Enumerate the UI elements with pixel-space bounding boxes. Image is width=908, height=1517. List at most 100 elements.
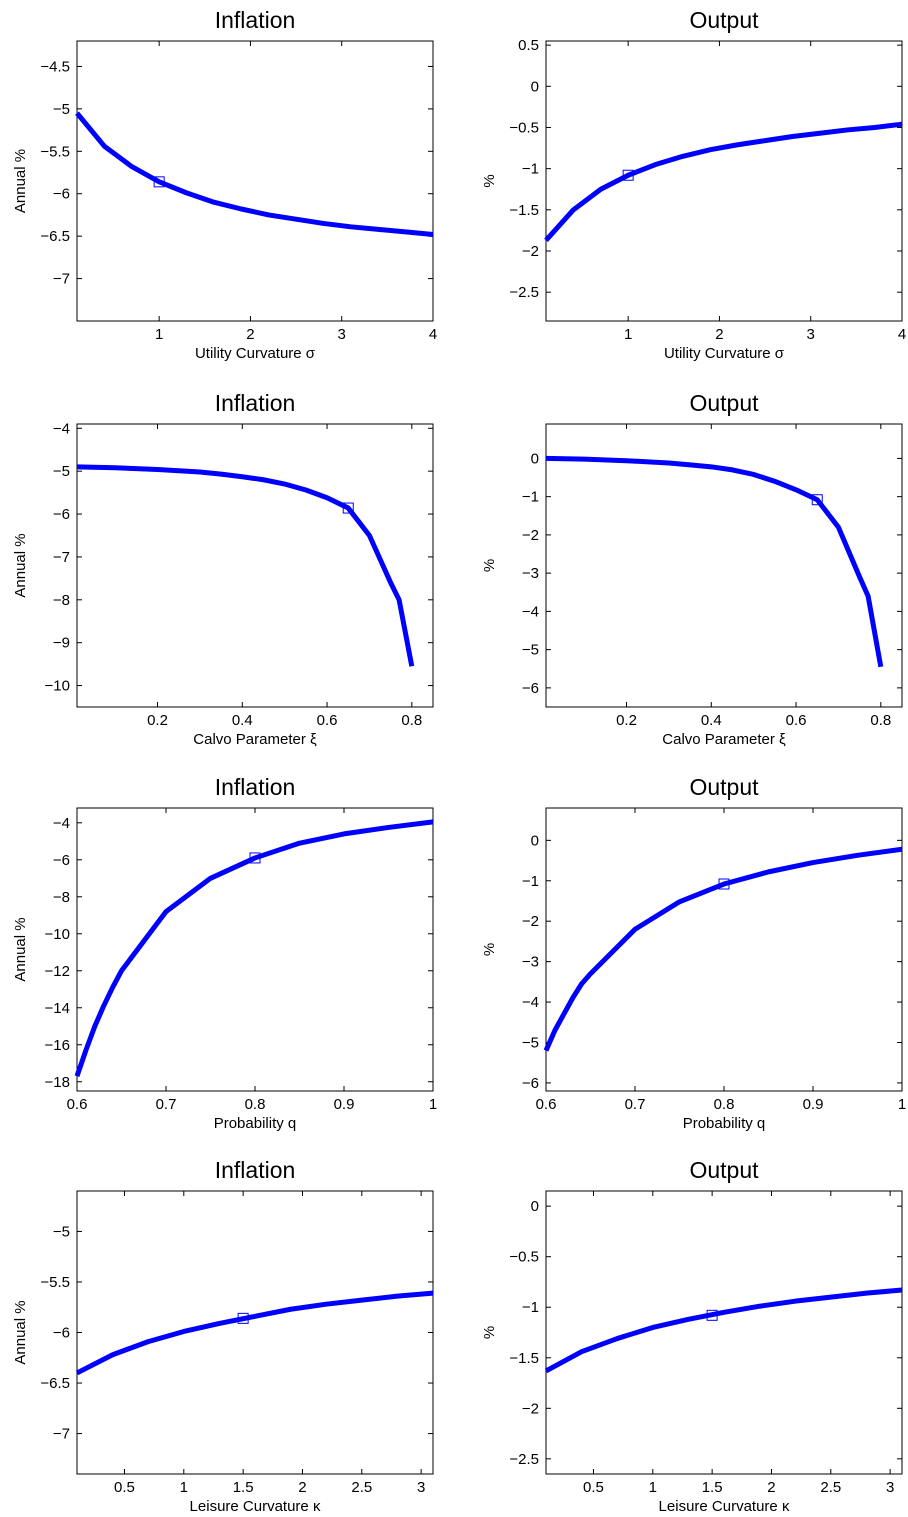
y-tick-label: −6	[53, 186, 70, 203]
y-axis-label: %	[481, 559, 498, 572]
x-tick-label: 0.7	[625, 1096, 646, 1113]
y-tick-label: −18	[45, 1074, 70, 1091]
x-axis-label: Probability q	[683, 1115, 766, 1132]
x-tick-label: 0.9	[334, 1096, 355, 1113]
y-tick-label: −0.5	[509, 1249, 539, 1266]
axes-frame	[76, 423, 434, 708]
y-tick-label: −7	[53, 1426, 70, 1443]
x-axis-label: Leisure Curvature κ	[659, 1498, 790, 1515]
y-axis-label: Annual %	[12, 149, 29, 213]
x-tick-label: 2	[715, 326, 723, 343]
chart-title: Output	[689, 1157, 759, 1183]
x-tick-label: 0.6	[317, 712, 338, 729]
benchmark-marker	[249, 852, 261, 864]
y-tick-label: −16	[45, 1037, 70, 1054]
y-axis-label: Annual %	[12, 533, 29, 597]
series-line	[75, 1290, 434, 1376]
x-tick-label: 0.6	[536, 1096, 557, 1113]
y-tick-label: −3	[522, 565, 539, 582]
axes-frame	[76, 40, 434, 322]
y-tick-label: −6.5	[40, 228, 70, 245]
x-tick-label: 1	[429, 1096, 437, 1113]
y-tick-label: −1.5	[509, 1350, 539, 1367]
x-tick-label: 2.5	[351, 1479, 372, 1496]
benchmark-marker	[153, 176, 165, 188]
x-tick-label: 2	[767, 1479, 775, 1496]
y-tick-label: −6	[522, 680, 539, 697]
benchmark-marker	[706, 1309, 718, 1321]
y-tick-label: −1	[522, 489, 539, 506]
y-tick-label: −1.5	[509, 202, 539, 219]
x-tick-label: 4	[898, 326, 906, 343]
subplot-2: Output 1 2 3 4 −2.5 −2 −1.5 −1 −0.5 0 0.5 Utility Cu…	[481, 7, 906, 362]
x-tick-label: 3	[886, 1479, 894, 1496]
y-tick-label: −4	[522, 994, 539, 1011]
benchmark-marker	[622, 169, 634, 181]
x-axis-label: Calvo Parameter ξ	[662, 731, 786, 748]
x-tick-label: 3	[338, 326, 346, 343]
y-tick-label: −3	[522, 954, 539, 971]
x-tick-label: 1	[898, 1096, 906, 1113]
x-tick-label: 2	[298, 1479, 306, 1496]
series-line	[544, 1287, 903, 1374]
subplot-3: Inflation 0.2 0.4 0.6 0.8 −10 −9 −8 −7 −6 −5 −4 Calv…	[12, 390, 434, 748]
x-tick-label: 0.4	[232, 712, 253, 729]
x-tick-label: 3	[807, 326, 815, 343]
y-tick-label: 0	[531, 1198, 539, 1215]
y-tick-label: 0.5	[518, 37, 539, 54]
y-tick-label: 0	[531, 450, 539, 467]
chart-title: Output	[689, 774, 759, 800]
y-tick-label: −4	[522, 603, 539, 620]
x-tick-label: 2.5	[820, 1479, 841, 1496]
x-axis-label: Utility Curvature σ	[664, 345, 785, 362]
series-line	[74, 819, 434, 1078]
y-tick-label: −1	[522, 161, 539, 178]
y-tick-label: −2.5	[509, 1451, 539, 1468]
subplot-7: Inflation 0.5 1 1.5 2 2.5 3 −7 −6.5 −6 −5.5 −5 Leisu…	[12, 1157, 434, 1515]
y-tick-label: −5.5	[40, 143, 70, 160]
y-axis-label: %	[481, 174, 498, 187]
y-tick-label: −7	[53, 549, 70, 566]
series-line	[544, 121, 903, 242]
y-tick-label: −6.5	[40, 1375, 70, 1392]
x-tick-label: 0.9	[803, 1096, 824, 1113]
y-tick-label: −10	[45, 678, 70, 695]
chart-title: Output	[689, 7, 759, 33]
y-tick-label: −1	[522, 1299, 539, 1316]
y-tick-label: −5.5	[40, 1274, 70, 1291]
y-tick-label: −6	[53, 506, 70, 523]
y-tick-label: −5	[53, 1223, 70, 1240]
x-tick-label: 0.2	[616, 712, 637, 729]
y-axis-label: %	[481, 1326, 498, 1339]
x-tick-label: 0.7	[156, 1096, 177, 1113]
x-tick-label: 3	[417, 1479, 425, 1496]
benchmark-marker	[718, 878, 730, 890]
y-tick-label: −2	[522, 1400, 539, 1417]
x-tick-label: 1	[155, 326, 163, 343]
x-tick-label: 0.8	[870, 712, 891, 729]
x-tick-label: 1	[624, 326, 632, 343]
axes-frame	[76, 807, 434, 1092]
axes-frame	[545, 1190, 903, 1475]
y-tick-label: 0	[531, 832, 539, 849]
series-line	[75, 111, 434, 237]
x-tick-label: 0.8	[401, 712, 422, 729]
subplot-6: Output 0.6 0.7 0.8 0.9 1 −6 −5 −4 −3 −2 −1 0 Probabil…	[481, 774, 906, 1132]
series-line	[543, 846, 903, 1052]
y-tick-label: −7	[53, 271, 70, 288]
y-tick-label: −6	[522, 1075, 539, 1092]
x-axis-label: Utility Curvature σ	[195, 345, 316, 362]
y-tick-label: −8	[53, 889, 70, 906]
x-axis-label: Probability q	[214, 1115, 297, 1132]
benchmark-marker	[342, 502, 354, 514]
series-line	[545, 455, 884, 668]
y-tick-label: −8	[53, 592, 70, 609]
x-tick-label: 1	[649, 1479, 657, 1496]
x-tick-label: 0.8	[245, 1096, 266, 1113]
benchmark-marker	[811, 494, 823, 506]
axes-frame	[76, 1190, 434, 1475]
subplot-8: Output 0.5 1 1.5 2 2.5 3 −2.5 −2 −1.5 −1 −0.5 0 Leisu…	[481, 1157, 903, 1515]
y-tick-label: −6	[53, 852, 70, 869]
subplot-1: Inflation 1 2 3 4 −7 −6.5 −6 −5.5 −5 −4.5 Utility C…	[12, 7, 437, 362]
chart-title: Output	[689, 390, 759, 416]
